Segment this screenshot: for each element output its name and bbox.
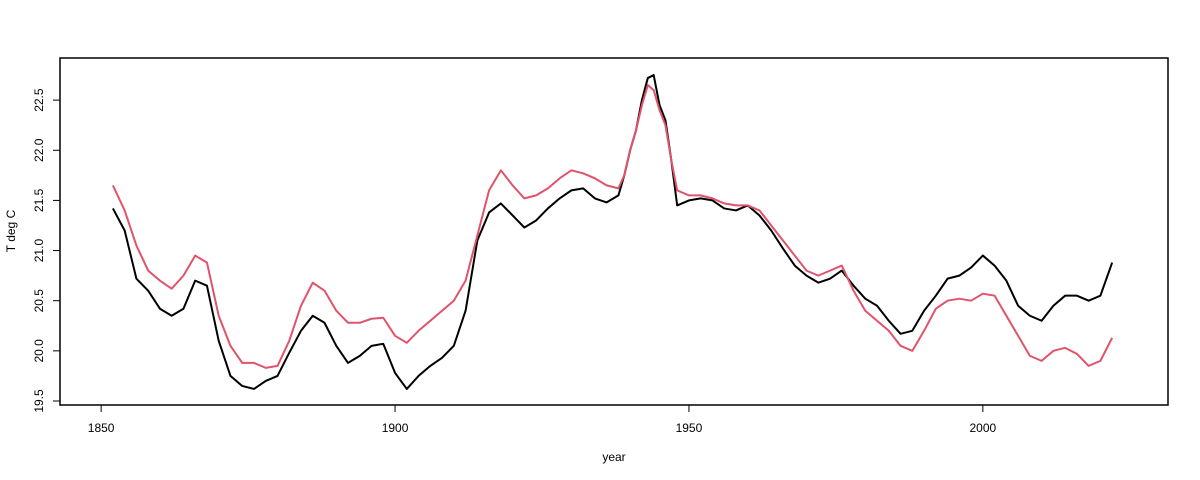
series-line — [111, 84, 1114, 369]
x-tick-label: 1900 — [382, 421, 409, 435]
y-axis-label: T deg C — [4, 209, 18, 252]
y-tick-label: 19.5 — [32, 389, 46, 413]
y-tick-label: 20.0 — [32, 339, 46, 363]
x-tick-label: 2000 — [969, 421, 996, 435]
y-tick-label: 21.5 — [32, 188, 46, 212]
series-line — [112, 74, 1114, 390]
x-tick-label: 1950 — [676, 421, 703, 435]
y-tick-label: 20.5 — [32, 289, 46, 313]
plot-frame — [59, 57, 1169, 406]
x-axis-label: year — [602, 450, 625, 464]
y-tick-label: 21.0 — [32, 239, 46, 263]
y-tick-label: 22.0 — [32, 138, 46, 162]
x-tick-label: 1850 — [88, 421, 115, 435]
y-tick-label: 22.5 — [32, 88, 46, 112]
